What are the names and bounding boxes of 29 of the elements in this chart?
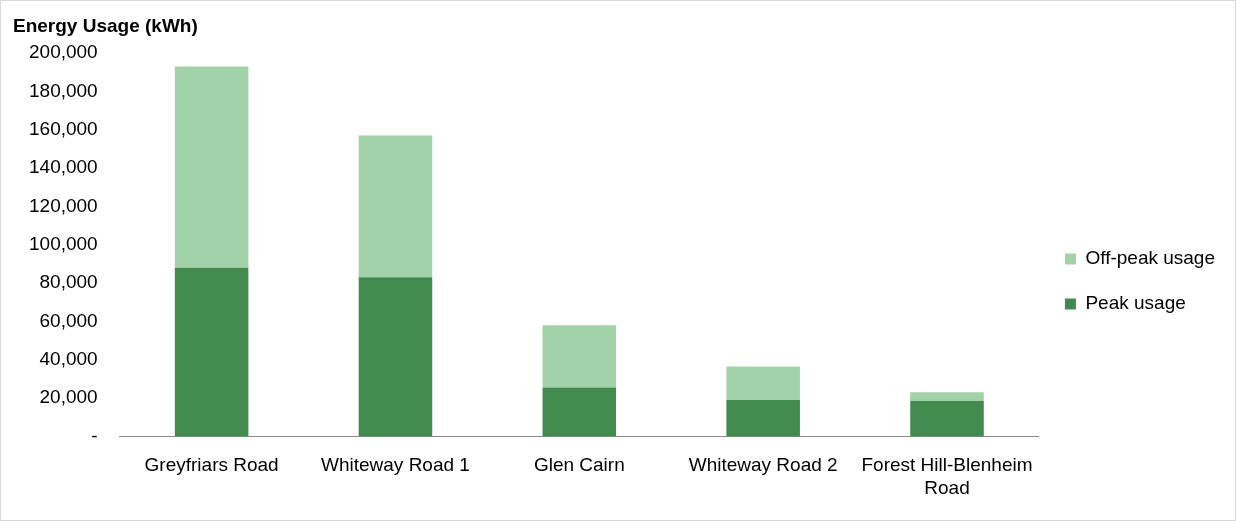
legend-label: Peak usage	[1085, 292, 1186, 314]
y-tick-label: 60,000	[39, 309, 98, 331]
bar	[910, 400, 984, 437]
y-tick-label: 200,000	[28, 41, 98, 63]
y-tick-label: 140,000	[28, 156, 98, 178]
y-tick-label: 20,000	[39, 386, 98, 408]
y-tick-label: 160,000	[28, 117, 98, 139]
y-tick-label: 120,000	[28, 194, 98, 216]
y-tick-label: 40,000	[39, 347, 98, 369]
x-tick-label: Glen Cairn	[533, 454, 625, 476]
bar	[542, 387, 617, 437]
bar	[174, 66, 249, 268]
x-tick-label: Greyfriars Road	[144, 454, 279, 476]
legend-label: Off-peak usage	[1085, 247, 1216, 269]
bar	[542, 325, 617, 388]
y-tick-label: -	[91, 424, 98, 446]
bar	[358, 135, 433, 278]
x-tick-label: Whiteway Road 1	[321, 454, 470, 476]
bar	[910, 392, 984, 401]
x-tick-label: Forest Hill-Blenheim Road	[861, 454, 1033, 498]
bar	[726, 399, 800, 437]
bar	[174, 267, 249, 437]
y-tick-label: 180,000	[28, 79, 98, 101]
bar	[726, 366, 800, 400]
y-axis-title: Energy Usage (kWh)	[13, 15, 198, 37]
x-tick-label: Whiteway Road 2	[688, 454, 838, 476]
y-tick-label: 80,000	[39, 271, 98, 293]
bar	[358, 277, 433, 437]
y-tick-label: 100,000	[28, 232, 98, 254]
